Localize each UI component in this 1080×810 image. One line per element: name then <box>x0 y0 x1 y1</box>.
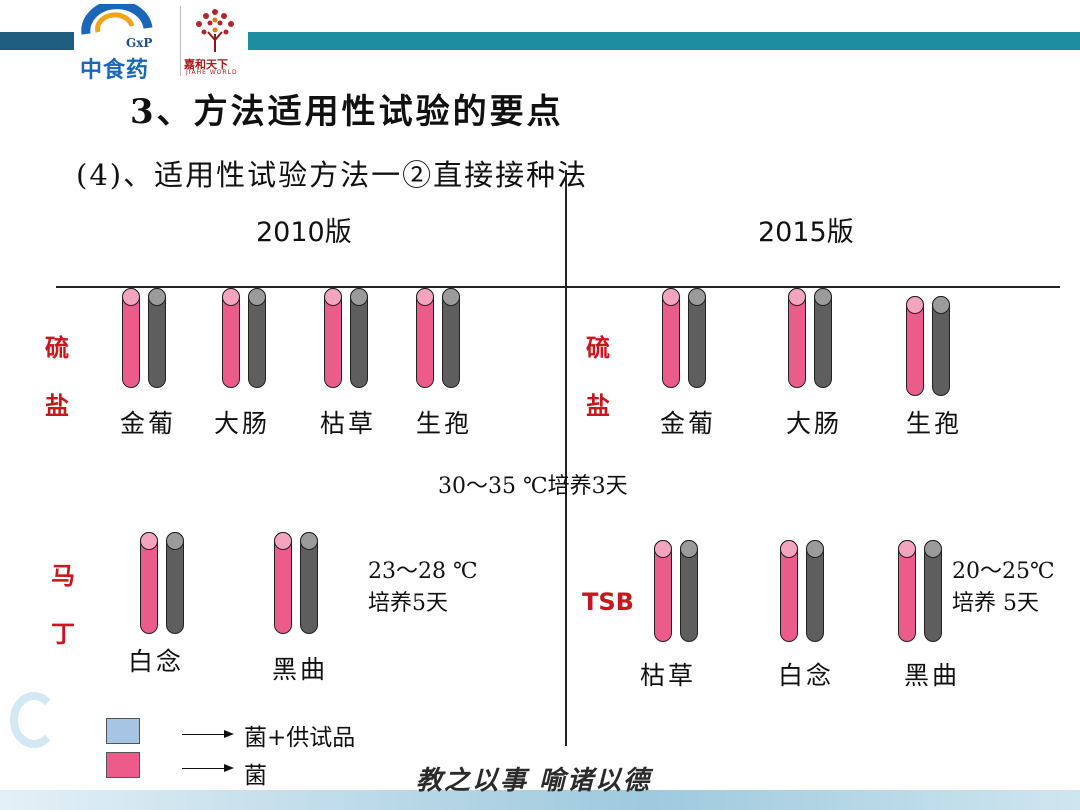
footer-swoosh <box>0 790 1080 810</box>
legend-swatch-sample <box>106 718 140 744</box>
tube-cap <box>442 288 460 306</box>
tube-cap <box>806 540 824 558</box>
organism-label: 金葡 <box>120 409 177 438</box>
tube-cap <box>300 532 318 550</box>
footer-motto: 教之以事 喻诸以德 <box>416 766 652 796</box>
legend-arrow <box>182 734 224 735</box>
page-title: 3、方法适用性试验的要点 <box>130 92 564 132</box>
logo-gxp-text: GxP <box>126 36 153 50</box>
organism-label: 大肠 <box>214 409 271 438</box>
legend-arrowhead-icon <box>224 764 234 772</box>
tube-cap <box>350 288 368 306</box>
legend-arrow <box>182 768 224 769</box>
organism-label: 金葡 <box>660 409 717 438</box>
tube-cap <box>148 288 166 306</box>
header-bar-left <box>0 32 74 50</box>
incubation-condition-left-time: 培养5天 <box>368 591 448 616</box>
organism-label: 枯草 <box>640 661 697 690</box>
section-label-thio-right-top: 硫 <box>586 333 610 362</box>
tube-cap <box>140 532 158 550</box>
tube-cap <box>324 288 342 306</box>
organism-label: 黑曲 <box>904 661 961 690</box>
tube-cap <box>780 540 798 558</box>
section-label-martin-bottom: 丁 <box>51 619 75 648</box>
incubation-condition-middle: 30～35 ℃培养3天 <box>438 474 628 499</box>
organism-label: 生孢 <box>416 409 473 438</box>
logo-partner-text: 嘉和天下 <box>184 58 228 71</box>
horizontal-divider <box>56 286 1060 288</box>
organism-label: 大肠 <box>786 409 843 438</box>
legend-text-organism: 菌 <box>244 763 267 789</box>
brand-logo-icon <box>81 4 153 35</box>
organism-label: 黑曲 <box>272 655 329 684</box>
section-label-thio-right-bottom: 盐 <box>586 391 610 420</box>
legend-swatch-organism <box>106 752 140 778</box>
incubation-condition-left-temp: 23～28 ℃ <box>368 559 478 584</box>
corner-c-decoration <box>10 692 58 748</box>
header-bar-right <box>248 32 1080 50</box>
organism-label: 白念 <box>128 647 185 676</box>
logo-brand-text: 中食药 <box>80 58 150 83</box>
organism-label: 生孢 <box>906 409 963 438</box>
partner-logo-tree-icon <box>196 9 234 52</box>
tube-cap <box>688 288 706 306</box>
section-label-tsb: TSB <box>582 588 634 616</box>
incubation-condition-right-time: 培养 5天 <box>952 591 1039 616</box>
legend-arrowhead-icon <box>224 730 234 738</box>
tube-cap <box>898 540 916 558</box>
logo-separator <box>180 6 181 76</box>
tube-cap <box>680 540 698 558</box>
tube-cap <box>788 288 806 306</box>
tube-cap <box>248 288 266 306</box>
vertical-divider <box>565 170 567 746</box>
page-subtitle: (4)、适用性试验方法一②直接接种法 <box>76 158 589 192</box>
organism-label: 白念 <box>778 661 835 690</box>
tube-cap <box>924 540 942 558</box>
tube-cap <box>222 288 240 306</box>
tube-cap <box>932 296 950 314</box>
section-label-martin-top: 马 <box>51 561 75 590</box>
tube-cap <box>654 540 672 558</box>
section-label-thio-bottom: 盐 <box>45 391 69 420</box>
tube-cap <box>122 288 140 306</box>
organism-label: 枯草 <box>320 409 377 438</box>
tube-cap <box>166 532 184 550</box>
legend-text-sample: 菌+供试品 <box>244 725 356 751</box>
tube-cap <box>274 532 292 550</box>
column-heading-2010: 2010版 <box>256 217 352 248</box>
incubation-condition-right-temp: 20～25℃ <box>952 559 1055 584</box>
logo-partner-en: JIAHE WORLD <box>186 69 238 76</box>
tube-cap <box>906 296 924 314</box>
tube-cap <box>416 288 434 306</box>
column-heading-2015: 2015版 <box>758 217 854 248</box>
tube-cap <box>662 288 680 306</box>
section-label-thio-top: 硫 <box>45 333 69 362</box>
tube-cap <box>814 288 832 306</box>
